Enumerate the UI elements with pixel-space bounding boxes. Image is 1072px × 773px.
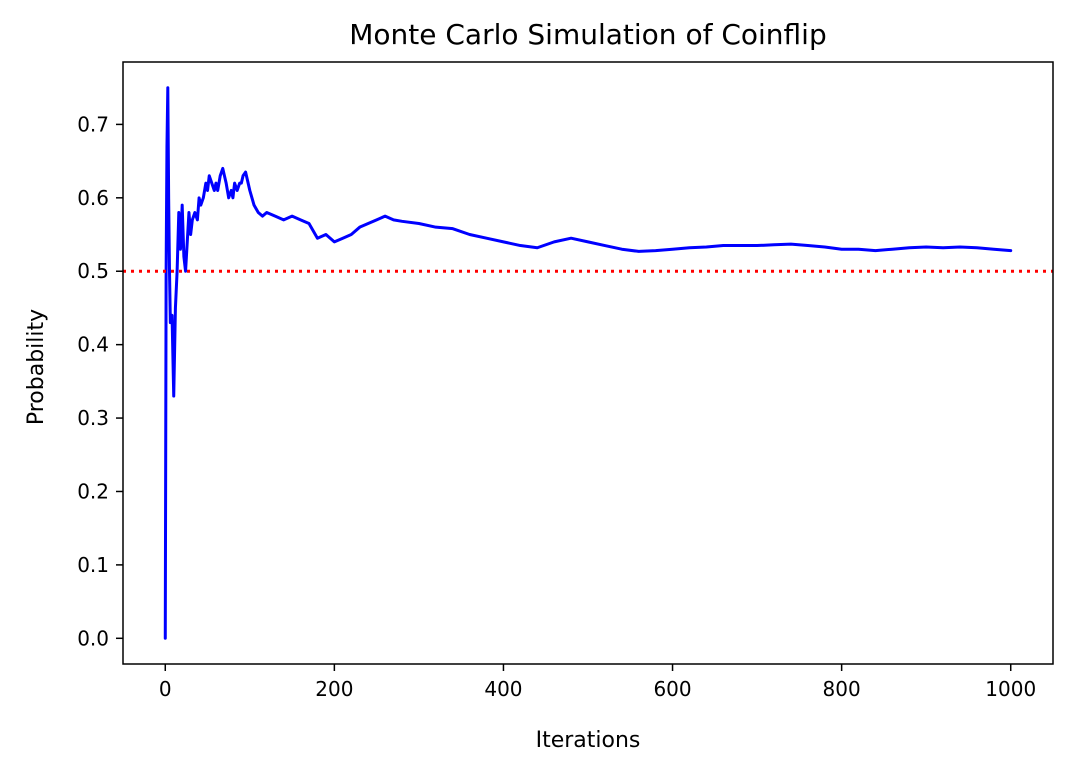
- y-tick-label: 0.6: [77, 186, 109, 210]
- series-layer: [123, 86, 1053, 640]
- y-tick-label: 0.7: [77, 112, 109, 136]
- y-tick-label: 0.4: [77, 333, 109, 357]
- chart-title: Monte Carlo Simulation of Coinflip: [349, 18, 827, 51]
- x-tick-label: 400: [484, 677, 522, 701]
- x-tick-label: 1000: [985, 677, 1036, 701]
- x-tick-label: 200: [315, 677, 353, 701]
- y-tick-label: 0.5: [77, 259, 109, 283]
- series-line-0: [163, 86, 1013, 640]
- x-tick-label: 600: [653, 677, 691, 701]
- y-tick-label: 0.2: [77, 479, 109, 503]
- y-axis-label: Probability: [24, 309, 49, 425]
- x-tick-label: 0: [159, 677, 172, 701]
- x-axis-label: Iterations: [536, 728, 641, 753]
- y-tick-label: 0.3: [77, 406, 109, 430]
- y-axis: 0.0 0.1 0.2 0.3 0.4 0.5 0.6 0.7: [77, 112, 123, 650]
- plot-area: [123, 62, 1053, 664]
- x-axis: 0 200 400 600 800 1000: [159, 664, 1036, 701]
- y-tick-label: 0.0: [77, 626, 109, 650]
- plot-border: [122, 61, 1054, 665]
- x-tick-label: 800: [823, 677, 861, 701]
- y-tick-label: 0.1: [77, 553, 109, 577]
